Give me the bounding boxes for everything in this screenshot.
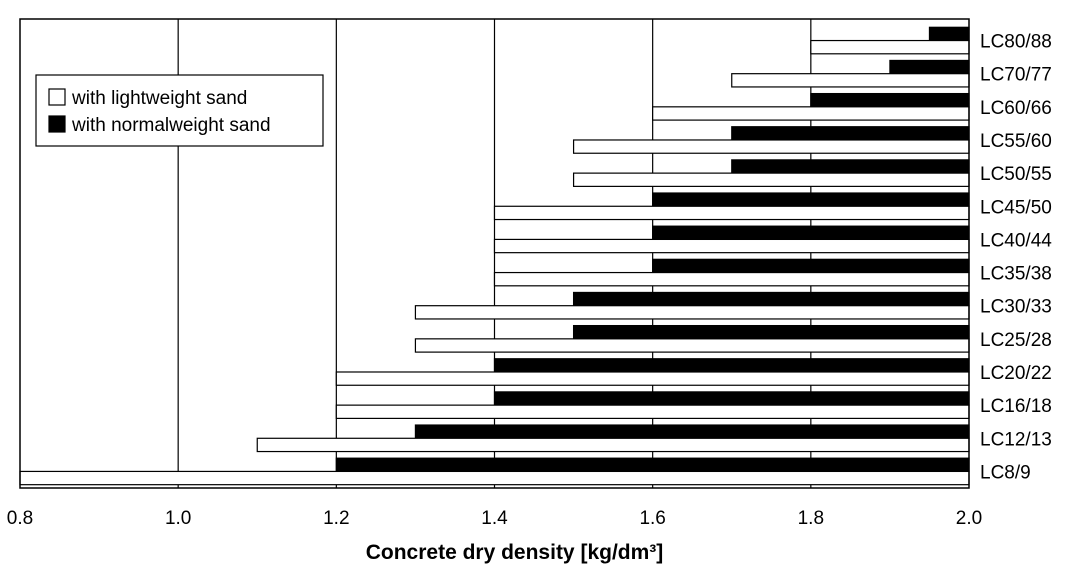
bar-normalweight bbox=[652, 192, 970, 207]
bars bbox=[19, 26, 970, 486]
legend-label-lightweight: with lightweight sand bbox=[71, 88, 247, 109]
plot-frame bbox=[19, 18, 970, 489]
bar-lightweight bbox=[335, 404, 970, 419]
bar-lightweight bbox=[335, 371, 970, 386]
bar-lightweight bbox=[731, 73, 970, 88]
category-label: LC80/88 bbox=[980, 32, 1052, 53]
category-label: LC60/66 bbox=[980, 98, 1052, 119]
category-label: LC12/13 bbox=[980, 429, 1052, 450]
category-label: LC30/33 bbox=[980, 297, 1052, 318]
bar-lightweight bbox=[19, 470, 970, 486]
bar-normalweight bbox=[652, 258, 970, 274]
legend-label-normalweight: with normalweight sand bbox=[71, 115, 271, 136]
bar-normalweight bbox=[414, 424, 970, 439]
bar-lightweight bbox=[652, 106, 970, 121]
category-label: LC70/77 bbox=[980, 65, 1052, 86]
x-tick-label: 1.4 bbox=[481, 508, 508, 529]
category-label: LC40/44 bbox=[980, 230, 1052, 251]
x-tick-labels: 0.8 1.0 1.2 1.4 1.6 1.8 2.0 bbox=[7, 508, 982, 529]
category-label: LC55/60 bbox=[980, 131, 1052, 152]
legend-swatch-lightweight bbox=[48, 88, 66, 106]
category-label: LC20/22 bbox=[980, 363, 1052, 384]
bar-normalweight bbox=[731, 159, 970, 174]
x-tick-label: 1.2 bbox=[323, 508, 349, 529]
category-label: LC25/28 bbox=[980, 330, 1052, 351]
legend-box bbox=[35, 74, 324, 147]
bar-normalweight bbox=[731, 126, 970, 141]
bar-lightweight bbox=[493, 271, 970, 287]
bar-lightweight bbox=[256, 437, 970, 453]
bar-normalweight bbox=[652, 225, 970, 241]
x-tick-label: 1.8 bbox=[798, 508, 824, 529]
x-tick-label: 1.6 bbox=[639, 508, 665, 529]
x-axis-title: Concrete dry density [kg/dm³] bbox=[366, 541, 664, 564]
bar-lightweight bbox=[493, 205, 970, 221]
legend-swatch-normalweight bbox=[48, 115, 66, 133]
category-label: LC35/38 bbox=[980, 264, 1052, 285]
legend: with lightweight sand with normalweight … bbox=[35, 74, 324, 147]
category-label: LC8/9 bbox=[980, 462, 1031, 483]
bar-normalweight bbox=[928, 26, 970, 42]
bar-normalweight bbox=[335, 457, 970, 473]
bar-lightweight bbox=[572, 172, 970, 187]
category-labels: LC80/88 LC70/77 LC60/66 LC55/60 LC50/55 LC45/… bbox=[980, 32, 1052, 484]
category-label: LC50/55 bbox=[980, 164, 1052, 185]
bar-normalweight bbox=[572, 324, 970, 340]
bar-lightweight bbox=[810, 39, 970, 55]
category-label: LC16/18 bbox=[980, 396, 1052, 417]
x-tick-label: 2.0 bbox=[956, 508, 982, 529]
bar-lightweight bbox=[493, 238, 970, 254]
bar-lightweight bbox=[572, 139, 970, 154]
bar-normalweight bbox=[493, 358, 970, 373]
x-tick-label: 0.8 bbox=[7, 508, 33, 529]
bar-normalweight bbox=[889, 59, 970, 75]
category-label: LC45/50 bbox=[980, 197, 1052, 218]
bar-lightweight bbox=[414, 305, 970, 320]
bar-normalweight bbox=[810, 92, 970, 108]
bar-normalweight bbox=[493, 391, 970, 406]
bar-lightweight bbox=[414, 338, 970, 353]
x-tick-label: 1.0 bbox=[165, 508, 191, 529]
bar-normalweight bbox=[572, 291, 970, 307]
